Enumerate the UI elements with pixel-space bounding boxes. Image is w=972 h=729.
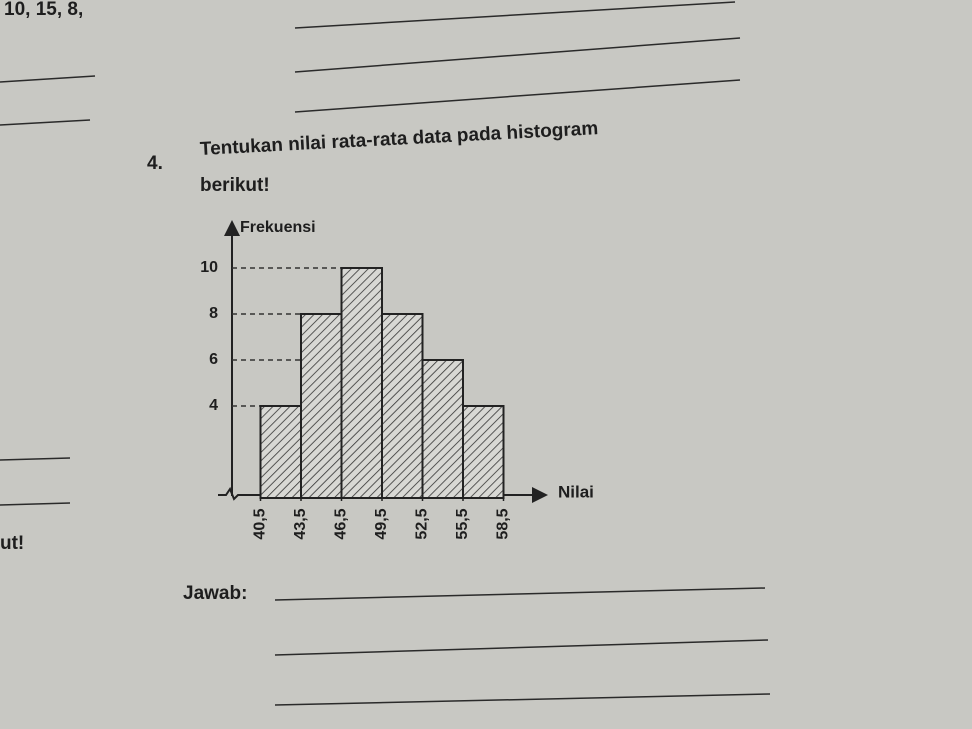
x-axis-label: Nilai [558,482,594,501]
question-number: 4. [147,153,163,174]
left-fragment: ut! [0,533,24,554]
bar [300,313,343,499]
answer-label: Jawab: [183,583,247,604]
bar [340,267,383,499]
x-tick-label: 46,5 [333,508,350,539]
bar [462,405,505,499]
y-tick-label: 6 [209,351,218,368]
y-axis-label: Frekuensi [240,219,316,236]
bar [259,405,302,499]
y-tick-label: 8 [209,305,218,322]
histogram: Frekuensi Nilai 4 6 8 10 40,5 43,5 46,5 49,5 52,5 5… [200,219,594,539]
bar [421,359,464,499]
y-tick-label: 10 [200,259,218,276]
answer-lines [0,1,771,706]
top-text: 10, 15, 8, [4,0,83,20]
x-tick-label: 52,5 [414,508,431,539]
question-text: berikut! [200,175,270,196]
x-tick-label: 55,5 [454,508,471,539]
x-tick-label: 40,5 [252,508,269,539]
x-tick-label: 49,5 [373,508,390,539]
y-tick-label: 4 [209,397,218,414]
x-tick-label: 58,5 [495,508,512,539]
x-tick-label: 43,5 [292,508,309,539]
bar [381,313,424,499]
